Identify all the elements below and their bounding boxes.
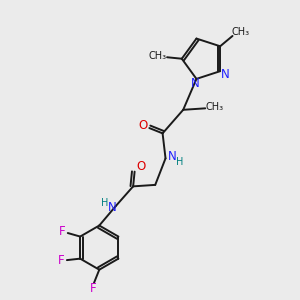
Text: O: O [139, 118, 148, 132]
Text: F: F [59, 225, 66, 238]
Text: CH₃: CH₃ [232, 27, 250, 38]
Text: H: H [176, 157, 183, 167]
Text: N: N [221, 68, 230, 81]
Text: N: N [190, 77, 200, 90]
Text: F: F [90, 282, 97, 295]
Text: O: O [136, 160, 146, 173]
Text: H: H [101, 198, 109, 208]
Text: N: N [108, 201, 116, 214]
Text: N: N [168, 150, 176, 164]
Text: F: F [58, 254, 65, 267]
Text: CH₃: CH₃ [206, 102, 224, 112]
Text: CH₃: CH₃ [148, 51, 166, 61]
